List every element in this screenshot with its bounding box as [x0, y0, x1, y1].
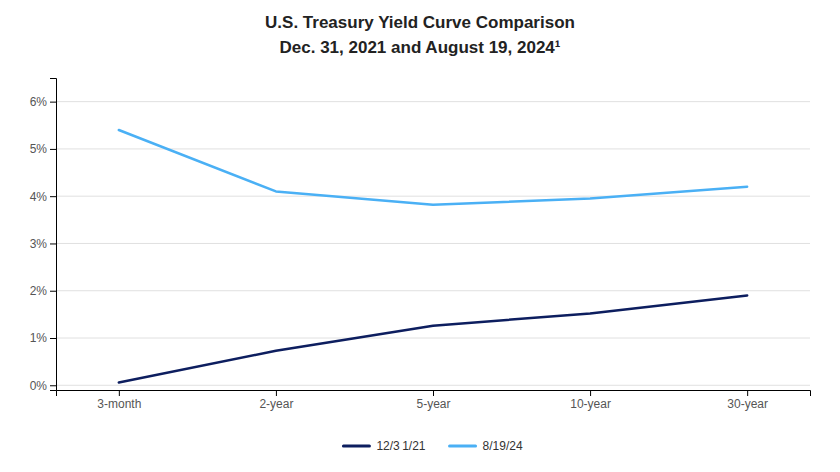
legend-swatch: [450, 445, 476, 448]
y-tick-label: 6%: [30, 95, 48, 109]
y-tick-label: 5%: [30, 142, 48, 156]
y-tick-mark: [50, 196, 56, 197]
x-tick-mark: [747, 390, 748, 396]
x-axis-line: [57, 391, 811, 397]
x-tick-label: 3-month: [97, 397, 141, 411]
x-tick: 5-year: [416, 390, 450, 411]
y-tick-mark: [50, 338, 56, 339]
chart-container: U.S. Treasury Yield Curve Comparison Dec.…: [0, 0, 840, 472]
grid-line: [56, 385, 810, 386]
title: U.S. Treasury Yield Curve Comparison: [265, 13, 575, 32]
legend-label: 12/3 1/21: [376, 439, 425, 453]
grid-line: [56, 196, 810, 197]
x-axis: 3-month 2-year 5-year 10-year 30-year: [57, 390, 811, 411]
x-tick-label: 10-year: [570, 397, 611, 411]
grid-line: [56, 338, 810, 339]
grid-line: [56, 243, 810, 244]
y-axis: 0% 1% 2% 3% 4% 5% 6%: [30, 79, 57, 393]
x-tick: 10-year: [570, 390, 611, 411]
y-axis-line: [50, 79, 57, 391]
y-tick-label: 0%: [30, 379, 48, 393]
legend: 12/3 1/21 8/19/24: [343, 439, 522, 453]
y-tick: 4%: [30, 190, 56, 204]
y-tick: 3%: [30, 237, 56, 251]
y-tick-label: 2%: [30, 284, 48, 298]
y-tick-label: 1%: [30, 331, 48, 345]
y-tick: 6%: [30, 95, 56, 109]
plot-area: [119, 130, 747, 382]
y-tick-mark: [50, 243, 56, 244]
chart: U.S. Treasury Yield Curve Comparison Dec.…: [0, 0, 840, 472]
x-tick: 30-year: [727, 390, 768, 411]
y-tick-mark: [50, 149, 56, 150]
x-tick-mark: [590, 390, 591, 396]
x-tick-label: 30-year: [727, 397, 768, 411]
x-tick-label: 2-year: [259, 397, 293, 411]
y-tick-mark: [50, 291, 56, 292]
y-tick-mark: [50, 102, 56, 103]
y-tick-label: 4%: [30, 190, 48, 204]
subtitle: Dec. 31, 2021 and August 19, 2024¹: [280, 38, 561, 57]
x-tick-mark: [433, 390, 434, 396]
grid-line: [56, 101, 810, 102]
x-tick: 2-year: [259, 390, 293, 411]
y-tick: 2%: [30, 284, 56, 298]
grid-line: [56, 290, 810, 291]
series-line: [119, 295, 747, 382]
legend-item: 8/19/24: [450, 439, 523, 453]
legend-item: 12/3 1/21: [343, 439, 425, 453]
legend-swatch: [343, 445, 369, 448]
y-tick-label: 3%: [30, 237, 48, 251]
x-tick-mark: [119, 390, 120, 396]
grid: [56, 102, 810, 386]
x-tick: 3-month: [97, 390, 141, 411]
y-tick: 5%: [30, 142, 56, 156]
y-tick: 1%: [30, 331, 56, 345]
x-tick-mark: [276, 390, 277, 396]
series-line: [119, 130, 747, 205]
y-tick: 0%: [30, 379, 56, 393]
y-tick-mark: [50, 385, 56, 386]
legend-label: 8/19/24: [483, 439, 523, 453]
x-tick-label: 5-year: [416, 397, 450, 411]
